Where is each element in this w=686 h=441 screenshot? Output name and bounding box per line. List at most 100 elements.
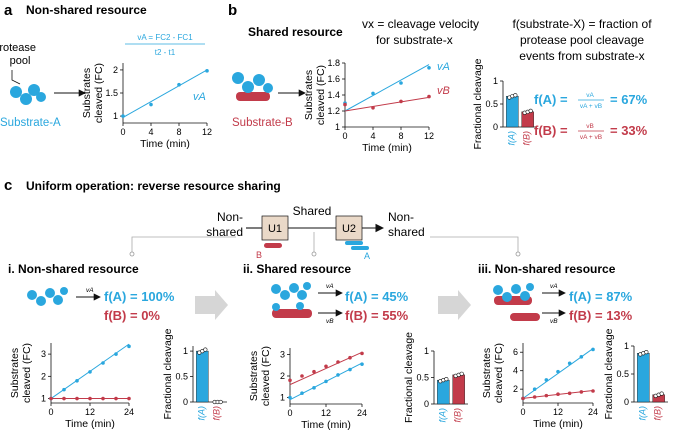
data-point-a xyxy=(288,395,292,400)
connector-mid-dot xyxy=(311,251,317,257)
bar-category-label: f(B) xyxy=(522,131,532,146)
data-point-a xyxy=(88,370,92,374)
data-point-a xyxy=(62,387,66,392)
x-tick-label: 24 xyxy=(357,408,367,418)
replicate-point xyxy=(444,376,449,382)
bar-fa xyxy=(437,379,450,405)
x-tick-label: 12 xyxy=(85,407,95,417)
data-point-b xyxy=(300,374,304,378)
fraction-definition-2: protease pool cleavage xyxy=(520,33,644,47)
data-point-b xyxy=(343,102,347,107)
y-tick-label: 2 xyxy=(280,371,285,381)
replicate-point xyxy=(218,399,223,405)
replicate-point xyxy=(528,108,533,113)
x-tick-label: 0 xyxy=(48,407,53,417)
x-axis-label: Time (min) xyxy=(140,138,190,150)
connector-left xyxy=(131,236,236,253)
data-point-a xyxy=(544,378,549,382)
data-point-b xyxy=(324,364,328,369)
subpanel-ii-fb: f(B) = 55% xyxy=(345,308,409,323)
chart-b-bar: 0 0.5 1 Fractional cleavage f(A) f(B) xyxy=(472,58,537,150)
y-tick-label: 1 xyxy=(624,341,629,351)
data-point-a xyxy=(205,69,209,73)
data-point-a xyxy=(399,81,403,85)
flow-left-label-1: Non- xyxy=(217,210,243,224)
y-tick-label: 6 xyxy=(513,347,518,357)
panel-b-curve-label-a: vA xyxy=(437,61,450,73)
data-point-b xyxy=(62,396,66,401)
vx-definition-1: vx = cleavage velocity xyxy=(362,17,479,31)
fraction-definition-3: events from substrate-x xyxy=(519,49,644,63)
bar-fa xyxy=(506,95,519,128)
y-tick-label: 1 xyxy=(424,346,429,356)
velocity-formula-numerator: vA = FC2 - FC1 xyxy=(137,33,193,42)
y-tick-label: 0.5 xyxy=(416,373,429,383)
x-axis-label: Time (min) xyxy=(301,419,351,431)
data-point-b xyxy=(49,396,53,401)
bar-category-label: f(B) xyxy=(212,406,222,421)
subpanel-iii-vb: vB xyxy=(550,318,558,325)
y-tick-label: 4 xyxy=(513,366,518,376)
protease-pointer xyxy=(11,70,21,85)
y-tick-label: 1 xyxy=(183,346,188,356)
x-tick-label: 12 xyxy=(202,127,212,137)
y-axis-label-1: Substrates xyxy=(303,70,315,120)
data-point-b xyxy=(75,396,79,401)
connector-left-dot xyxy=(129,251,135,257)
flow-u1-label: U1 xyxy=(268,223,282,235)
data-point-a xyxy=(427,66,431,70)
bar-category-label: f(B) xyxy=(453,408,463,423)
x-tick-label: 12 xyxy=(321,408,331,418)
subpanel-i-va: vA xyxy=(86,287,94,294)
y-tick-label: 1.5 xyxy=(105,88,118,98)
y-tick-label: 0 xyxy=(493,122,498,132)
protease-label-1: Protease xyxy=(0,42,36,54)
data-point-b xyxy=(427,94,431,99)
y-axis-label-2: cleaved (FC) xyxy=(260,346,272,406)
flow-a-bar-2 xyxy=(351,246,369,250)
subpanel-i-title: i. Non-shared resource xyxy=(8,262,139,276)
data-point-b xyxy=(532,395,537,399)
subpanel-iii-protease-icon xyxy=(493,283,540,321)
y-tick-label: 0 xyxy=(183,397,188,407)
fb-frac-num: vB xyxy=(586,123,594,130)
data-point-a xyxy=(312,386,316,390)
fit-line-b xyxy=(344,96,430,112)
data-point-a xyxy=(360,362,364,366)
fit-line-a xyxy=(344,64,430,112)
subpanel-ii-fa: f(A) = 45% xyxy=(345,289,409,304)
x-axis-label: Time (min) xyxy=(362,142,412,154)
data-point-a xyxy=(591,347,595,352)
data-point-a xyxy=(348,367,352,372)
data-point-a xyxy=(579,355,584,359)
flow-u2-label: U2 xyxy=(342,223,356,235)
subpanel-iii-title: iii. Non-shared resource xyxy=(478,262,616,276)
connector-right-dot xyxy=(515,251,521,257)
progress-arrow-1 xyxy=(195,290,228,320)
replicate-point xyxy=(659,391,664,396)
y-tick-label: 1 xyxy=(280,393,285,403)
y-tick-label: 1.6 xyxy=(327,74,340,84)
replicate-point xyxy=(203,347,208,352)
y-axis-label-2: cleaved (FC) xyxy=(93,63,105,123)
fb-eq-label: f(B) = xyxy=(534,123,568,138)
subpanel-ii-title: ii. Shared resource xyxy=(243,262,351,276)
data-point-a xyxy=(114,352,118,356)
substrate-a-label: Substrate-A xyxy=(0,117,61,129)
data-point-a xyxy=(127,344,131,349)
panel-c-title: Uniform operation: reverse resource shar… xyxy=(26,179,281,193)
bar-fb xyxy=(452,374,465,405)
fraction-definition-1: f(substrate-X) = fraction of xyxy=(512,17,652,31)
x-axis-label: Time (min) xyxy=(533,418,583,430)
x-tick-label: 0 xyxy=(120,127,125,137)
x-tick-label: 8 xyxy=(398,131,403,141)
subpanel-ii-protease-icon xyxy=(271,282,312,318)
y-tick-label: 3 xyxy=(41,349,46,359)
y-tick-label: 2 xyxy=(113,65,118,75)
y-tick-label: 2 xyxy=(513,384,518,394)
flow-a-label: A xyxy=(364,251,370,261)
panel-c-letter: c xyxy=(4,177,12,194)
